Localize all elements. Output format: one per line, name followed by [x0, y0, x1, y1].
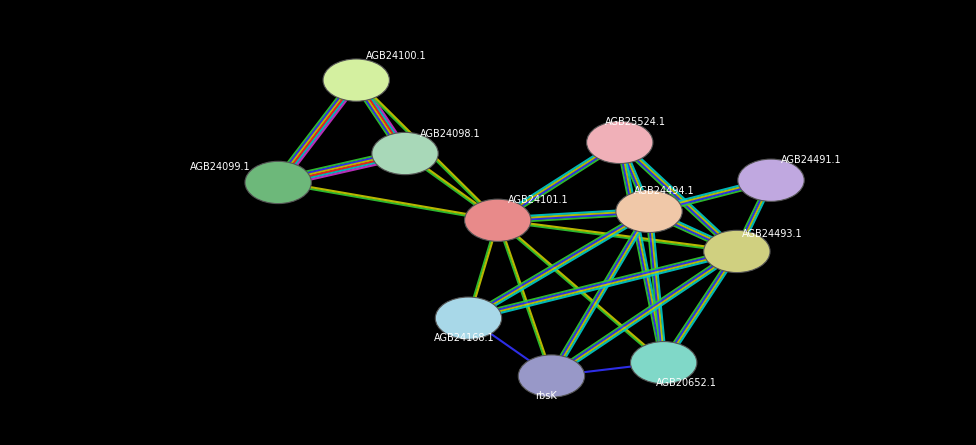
Ellipse shape: [465, 199, 531, 241]
Text: AGB24099.1: AGB24099.1: [190, 162, 251, 172]
Ellipse shape: [616, 190, 682, 232]
Ellipse shape: [435, 297, 502, 340]
Text: AGB20652.1: AGB20652.1: [656, 378, 716, 388]
Ellipse shape: [518, 355, 585, 397]
Ellipse shape: [630, 342, 697, 384]
Ellipse shape: [323, 59, 389, 101]
Ellipse shape: [704, 231, 770, 272]
Text: AGB24098.1: AGB24098.1: [420, 129, 480, 138]
Ellipse shape: [738, 159, 804, 201]
Text: AGB24100.1: AGB24100.1: [366, 51, 427, 61]
Text: rbsK: rbsK: [535, 391, 556, 401]
Ellipse shape: [587, 121, 653, 164]
Text: AGB24494.1: AGB24494.1: [634, 186, 695, 196]
Text: AGB25524.1: AGB25524.1: [605, 117, 666, 127]
Ellipse shape: [372, 133, 438, 174]
Ellipse shape: [245, 161, 311, 204]
Text: AGB24101.1: AGB24101.1: [508, 195, 568, 205]
Text: AGB24491.1: AGB24491.1: [781, 155, 841, 165]
Text: AGB24493.1: AGB24493.1: [742, 229, 802, 239]
Text: AGB24168.1: AGB24168.1: [434, 333, 495, 343]
